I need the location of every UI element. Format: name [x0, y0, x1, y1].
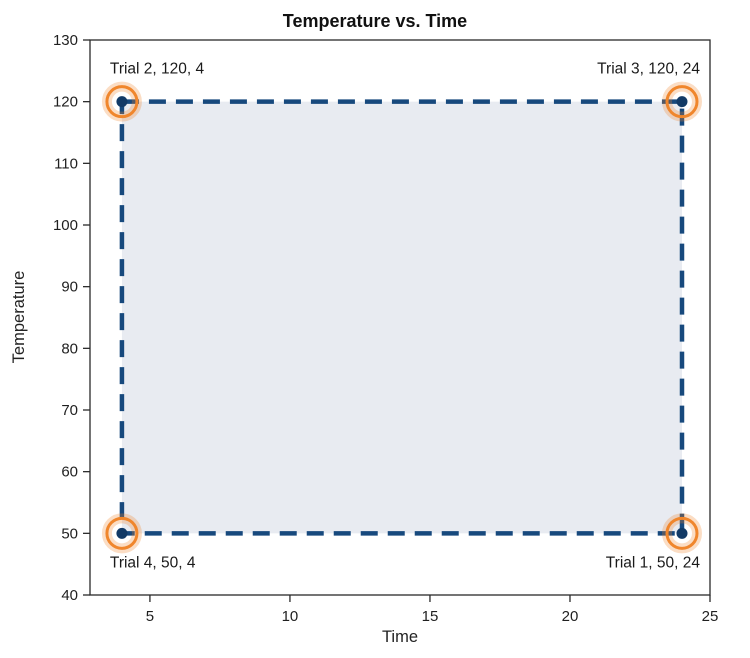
y-tick-label: 50 — [61, 525, 78, 542]
chart-title: Temperature vs. Time — [283, 11, 467, 31]
point-label-trial-4: Trial 4, 50, 4 — [110, 554, 196, 571]
data-region-fill — [121, 101, 682, 534]
x-tick-label: 25 — [702, 608, 719, 625]
point-dot — [116, 96, 128, 108]
x-tick-label: 10 — [282, 608, 299, 625]
x-tick-label: 15 — [422, 608, 439, 625]
y-tick-label: 40 — [61, 587, 78, 604]
data-point-trial-2[interactable] — [101, 81, 142, 122]
data-point-trial-3[interactable] — [661, 81, 702, 122]
y-axis-label: Temperature — [10, 271, 28, 364]
axis-ticks-layer: 5 10 15 20 25 40 50 60 70 80 90 100 110 120 130 — [53, 32, 718, 625]
point-dot — [676, 527, 688, 539]
highlight-ring — [105, 516, 139, 550]
data-fill-layer — [121, 101, 682, 534]
y-tick-label: 90 — [61, 279, 78, 296]
highlight-ring — [665, 85, 699, 119]
point-dot — [676, 96, 688, 108]
point-label-trial-2: Trial 2, 120, 4 — [110, 61, 205, 78]
point-label-trial-3: Trial 3, 120, 24 — [597, 61, 700, 78]
data-point-trial-4[interactable] — [101, 513, 142, 554]
y-tick-label: 60 — [61, 464, 78, 481]
x-tick-label: 5 — [146, 608, 154, 625]
y-tick-label: 130 — [53, 32, 78, 49]
data-points-layer — [101, 81, 702, 554]
point-labels-layer: Trial 2, 120, 4 Trial 3, 120, 24 Trial 4, … — [110, 61, 700, 572]
highlight-ring — [665, 516, 699, 550]
point-label-trial-1: Trial 1, 50, 24 — [606, 554, 701, 571]
highlight-ring — [105, 85, 139, 119]
data-point-trial-1[interactable] — [661, 513, 702, 554]
y-tick-label: 120 — [53, 94, 78, 111]
y-tick-label: 80 — [61, 340, 78, 357]
y-tick-label: 110 — [54, 155, 78, 172]
point-dot — [116, 527, 128, 539]
y-tick-label: 70 — [61, 402, 78, 419]
y-tick-label: 100 — [53, 217, 78, 234]
x-axis-label: Time — [382, 628, 418, 646]
x-tick-label: 20 — [562, 608, 579, 625]
